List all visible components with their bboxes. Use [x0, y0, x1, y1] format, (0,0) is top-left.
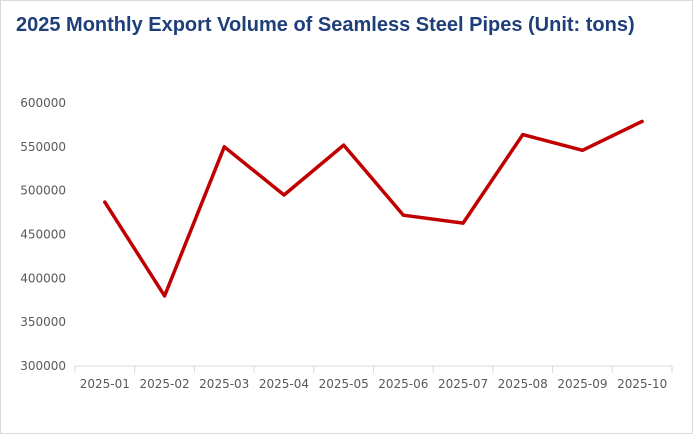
y-axis-ticks: 300000 350000 400000 450000 500000 550000 6000… [20, 96, 66, 373]
data-point [103, 200, 107, 204]
x-tick-label: 2025-03 [199, 377, 249, 391]
x-tick-label: 2025-07 [438, 377, 488, 391]
y-tick-label: 300000 [20, 359, 66, 373]
data-point [342, 143, 346, 147]
chart-title: 2025 Monthly Export Volume of Seamless S… [16, 14, 635, 36]
data-point [401, 213, 405, 217]
x-tick-label: 2025-04 [259, 377, 309, 391]
data-point [580, 148, 584, 152]
x-tick-label: 2025-05 [319, 377, 369, 391]
y-tick-label: 400000 [20, 271, 66, 285]
x-tick-label: 2025-08 [498, 377, 548, 391]
data-point [521, 133, 525, 137]
series-line [103, 119, 644, 298]
data-point [282, 193, 286, 197]
x-tick-label: 2025-02 [139, 377, 189, 391]
data-point [461, 221, 465, 225]
x-tick-label: 2025-09 [557, 377, 607, 391]
y-tick-label: 450000 [20, 228, 66, 242]
y-tick-label: 350000 [20, 315, 66, 329]
series-group [103, 119, 644, 298]
x-tick-label: 2025-06 [378, 377, 428, 391]
x-tick-label: 2025-10 [617, 377, 667, 391]
y-tick-label: 550000 [20, 140, 66, 154]
y-tick-label: 500000 [20, 184, 66, 198]
data-point [222, 145, 226, 149]
x-tick-label: 2025-01 [80, 377, 130, 391]
x-axis: 2025-01 2025-02 2025-03 2025-04 2025-05 2025-… [74, 365, 673, 391]
y-tick-label: 600000 [20, 96, 66, 110]
data-point [163, 294, 167, 298]
data-point [640, 119, 644, 123]
